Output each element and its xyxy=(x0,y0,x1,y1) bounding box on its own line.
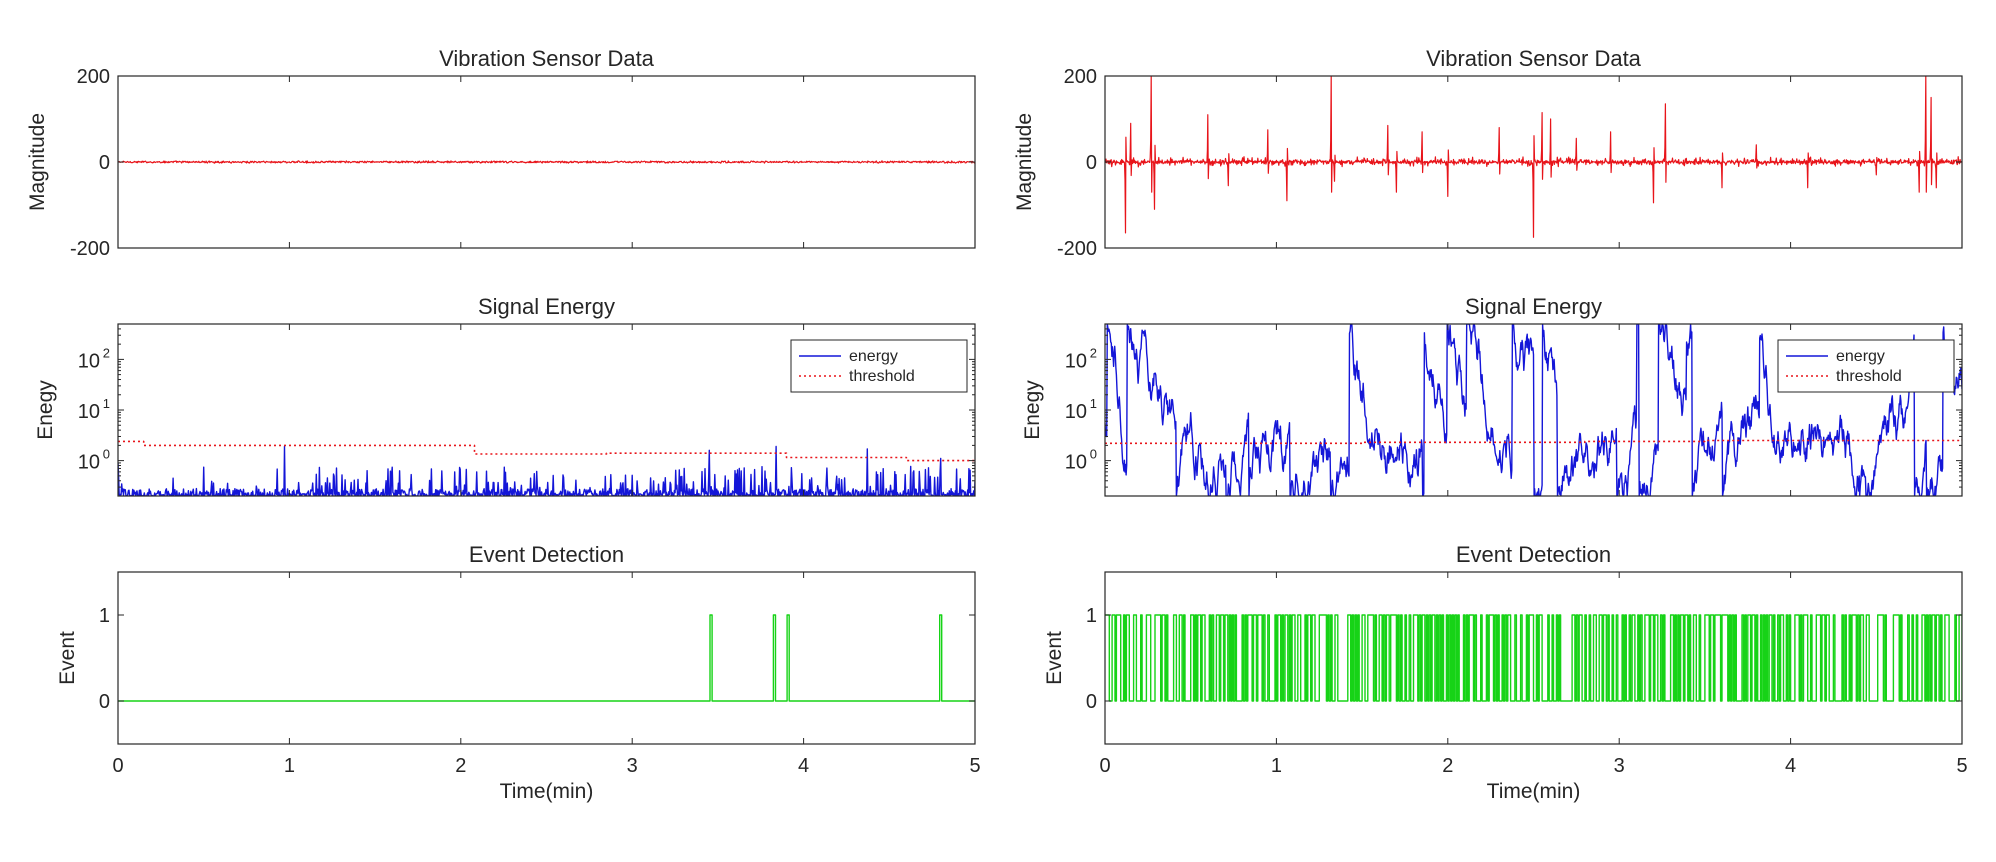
right-energy-plot-area xyxy=(1105,324,1962,496)
left-vibration-title: Vibration Sensor Data xyxy=(439,46,655,71)
left-vibration-ytick-label: -200 xyxy=(70,238,110,260)
right-energy-series-threshold xyxy=(1105,439,1962,445)
left-vibration-ylabel: Magnitude xyxy=(26,113,49,211)
right-energy-ytick-label: 10 xyxy=(1065,401,1087,423)
left-event-ytick-label: 1 xyxy=(99,605,110,627)
left-energy-plot-area xyxy=(118,440,975,496)
right-vibration-ytick-label: 200 xyxy=(1064,66,1097,88)
left-event-panel: 0 1 2 3 4 5 1 0 Event Detection Event Time(min) xyxy=(56,542,981,803)
left-energy-legend-label-threshold: threshold xyxy=(849,368,915,385)
right-event-ytick-label: 1 xyxy=(1086,605,1097,627)
right-energy-ytick-exponent: 1 xyxy=(1090,396,1097,411)
right-vibration-ytick-label: -200 xyxy=(1057,238,1097,260)
right-energy-ytick-label: 10 xyxy=(1065,350,1087,372)
left-energy-ytick-label: 10 xyxy=(78,350,100,372)
left-energy-ytick-exponent: 1 xyxy=(103,396,110,411)
right-event-xtick-label: 2 xyxy=(1442,755,1453,777)
right-event-ylabel: Event xyxy=(1043,631,1066,685)
left-vibration-ytick-label: 0 xyxy=(99,152,110,174)
right-energy-ytick-label: 10 xyxy=(1065,452,1087,474)
right-vibration-series-noise-spikes xyxy=(1105,76,1962,238)
left-energy-legend-label-energy: energy xyxy=(849,348,898,365)
left-event-xtick-label: 5 xyxy=(969,755,980,777)
right-vibration-title: Vibration Sensor Data xyxy=(1426,46,1642,71)
right-energy-ytick-exponent: 2 xyxy=(1090,345,1097,360)
right-event-xlabel: Time(min) xyxy=(1487,780,1581,803)
left-energy-ylabel: Enegy xyxy=(34,380,57,440)
left-vibration-plot-area xyxy=(118,160,975,164)
right-event-panel: 0 1 2 3 4 5 1 0 Event Detection Event Time(min) xyxy=(1043,542,1968,803)
left-energy-series-threshold xyxy=(118,440,975,463)
right-energy-series-energy xyxy=(1105,324,1962,496)
left-event-xtick-label: 3 xyxy=(627,755,638,777)
right-energy-legend: energy threshold xyxy=(1777,339,1955,393)
left-energy-ytick-label: 10 xyxy=(78,452,100,474)
right-event-xtick-label: 4 xyxy=(1785,755,1796,777)
right-event-xtick-label: 3 xyxy=(1614,755,1625,777)
right-energy-legend-box xyxy=(1777,339,1955,393)
left-vibration-panel: 200 0 -200 Vibration Sensor Data Magnitude xyxy=(26,46,976,260)
left-event-axes-box xyxy=(117,571,976,745)
right-event-plot-area xyxy=(1105,614,1962,702)
left-event-ytick-label: 0 xyxy=(99,691,110,713)
left-event-plot-area xyxy=(118,614,975,702)
right-vibration-ylabel: Magnitude xyxy=(1013,113,1036,211)
right-event-axes-box xyxy=(1104,571,1963,745)
left-event-xtick-label: 1 xyxy=(284,755,295,777)
left-event-xlabel: Time(min) xyxy=(500,780,594,803)
right-vibration-plot-area xyxy=(1105,76,1962,238)
right-event-ytick-label: 0 xyxy=(1086,691,1097,713)
right-energy-legend-label-threshold: threshold xyxy=(1836,368,1902,385)
left-energy-ytick-exponent: 2 xyxy=(103,345,110,360)
left-energy-ytick-label: 10 xyxy=(78,401,100,423)
right-event-xtick-label: 0 xyxy=(1099,755,1110,777)
left-event-xtick-label: 4 xyxy=(798,755,809,777)
left-event-ylabel: Event xyxy=(56,631,79,685)
left-energy-legend-box xyxy=(790,339,968,393)
left-vibration-ytick-label: 200 xyxy=(77,66,110,88)
right-energy-ylabel: Enegy xyxy=(1021,380,1044,440)
right-energy-title: Signal Energy xyxy=(1465,294,1602,319)
left-energy-ytick-exponent: 0 xyxy=(103,447,110,462)
right-event-title: Event Detection xyxy=(1456,542,1611,567)
right-event-xtick-label: 1 xyxy=(1271,755,1282,777)
left-event-title: Event Detection xyxy=(469,542,624,567)
right-energy-legend-label-energy: energy xyxy=(1836,348,1885,365)
left-event-xtick-label: 2 xyxy=(455,755,466,777)
left-vibration-series-noise xyxy=(118,160,975,164)
left-event-xtick-label: 0 xyxy=(112,755,123,777)
right-event-xtick-label: 5 xyxy=(1956,755,1967,777)
left-event-series-events xyxy=(118,614,975,702)
right-energy-ytick-exponent: 0 xyxy=(1090,447,1097,462)
left-energy-legend: energy threshold xyxy=(790,339,968,393)
right-vibration-ytick-label: 0 xyxy=(1086,152,1097,174)
right-vibration-panel: 200 0 -200 Vibration Sensor Data Magnitude xyxy=(1013,46,1963,260)
right-event-series-event-dense xyxy=(1105,614,1962,702)
left-energy-title: Signal Energy xyxy=(478,294,615,319)
